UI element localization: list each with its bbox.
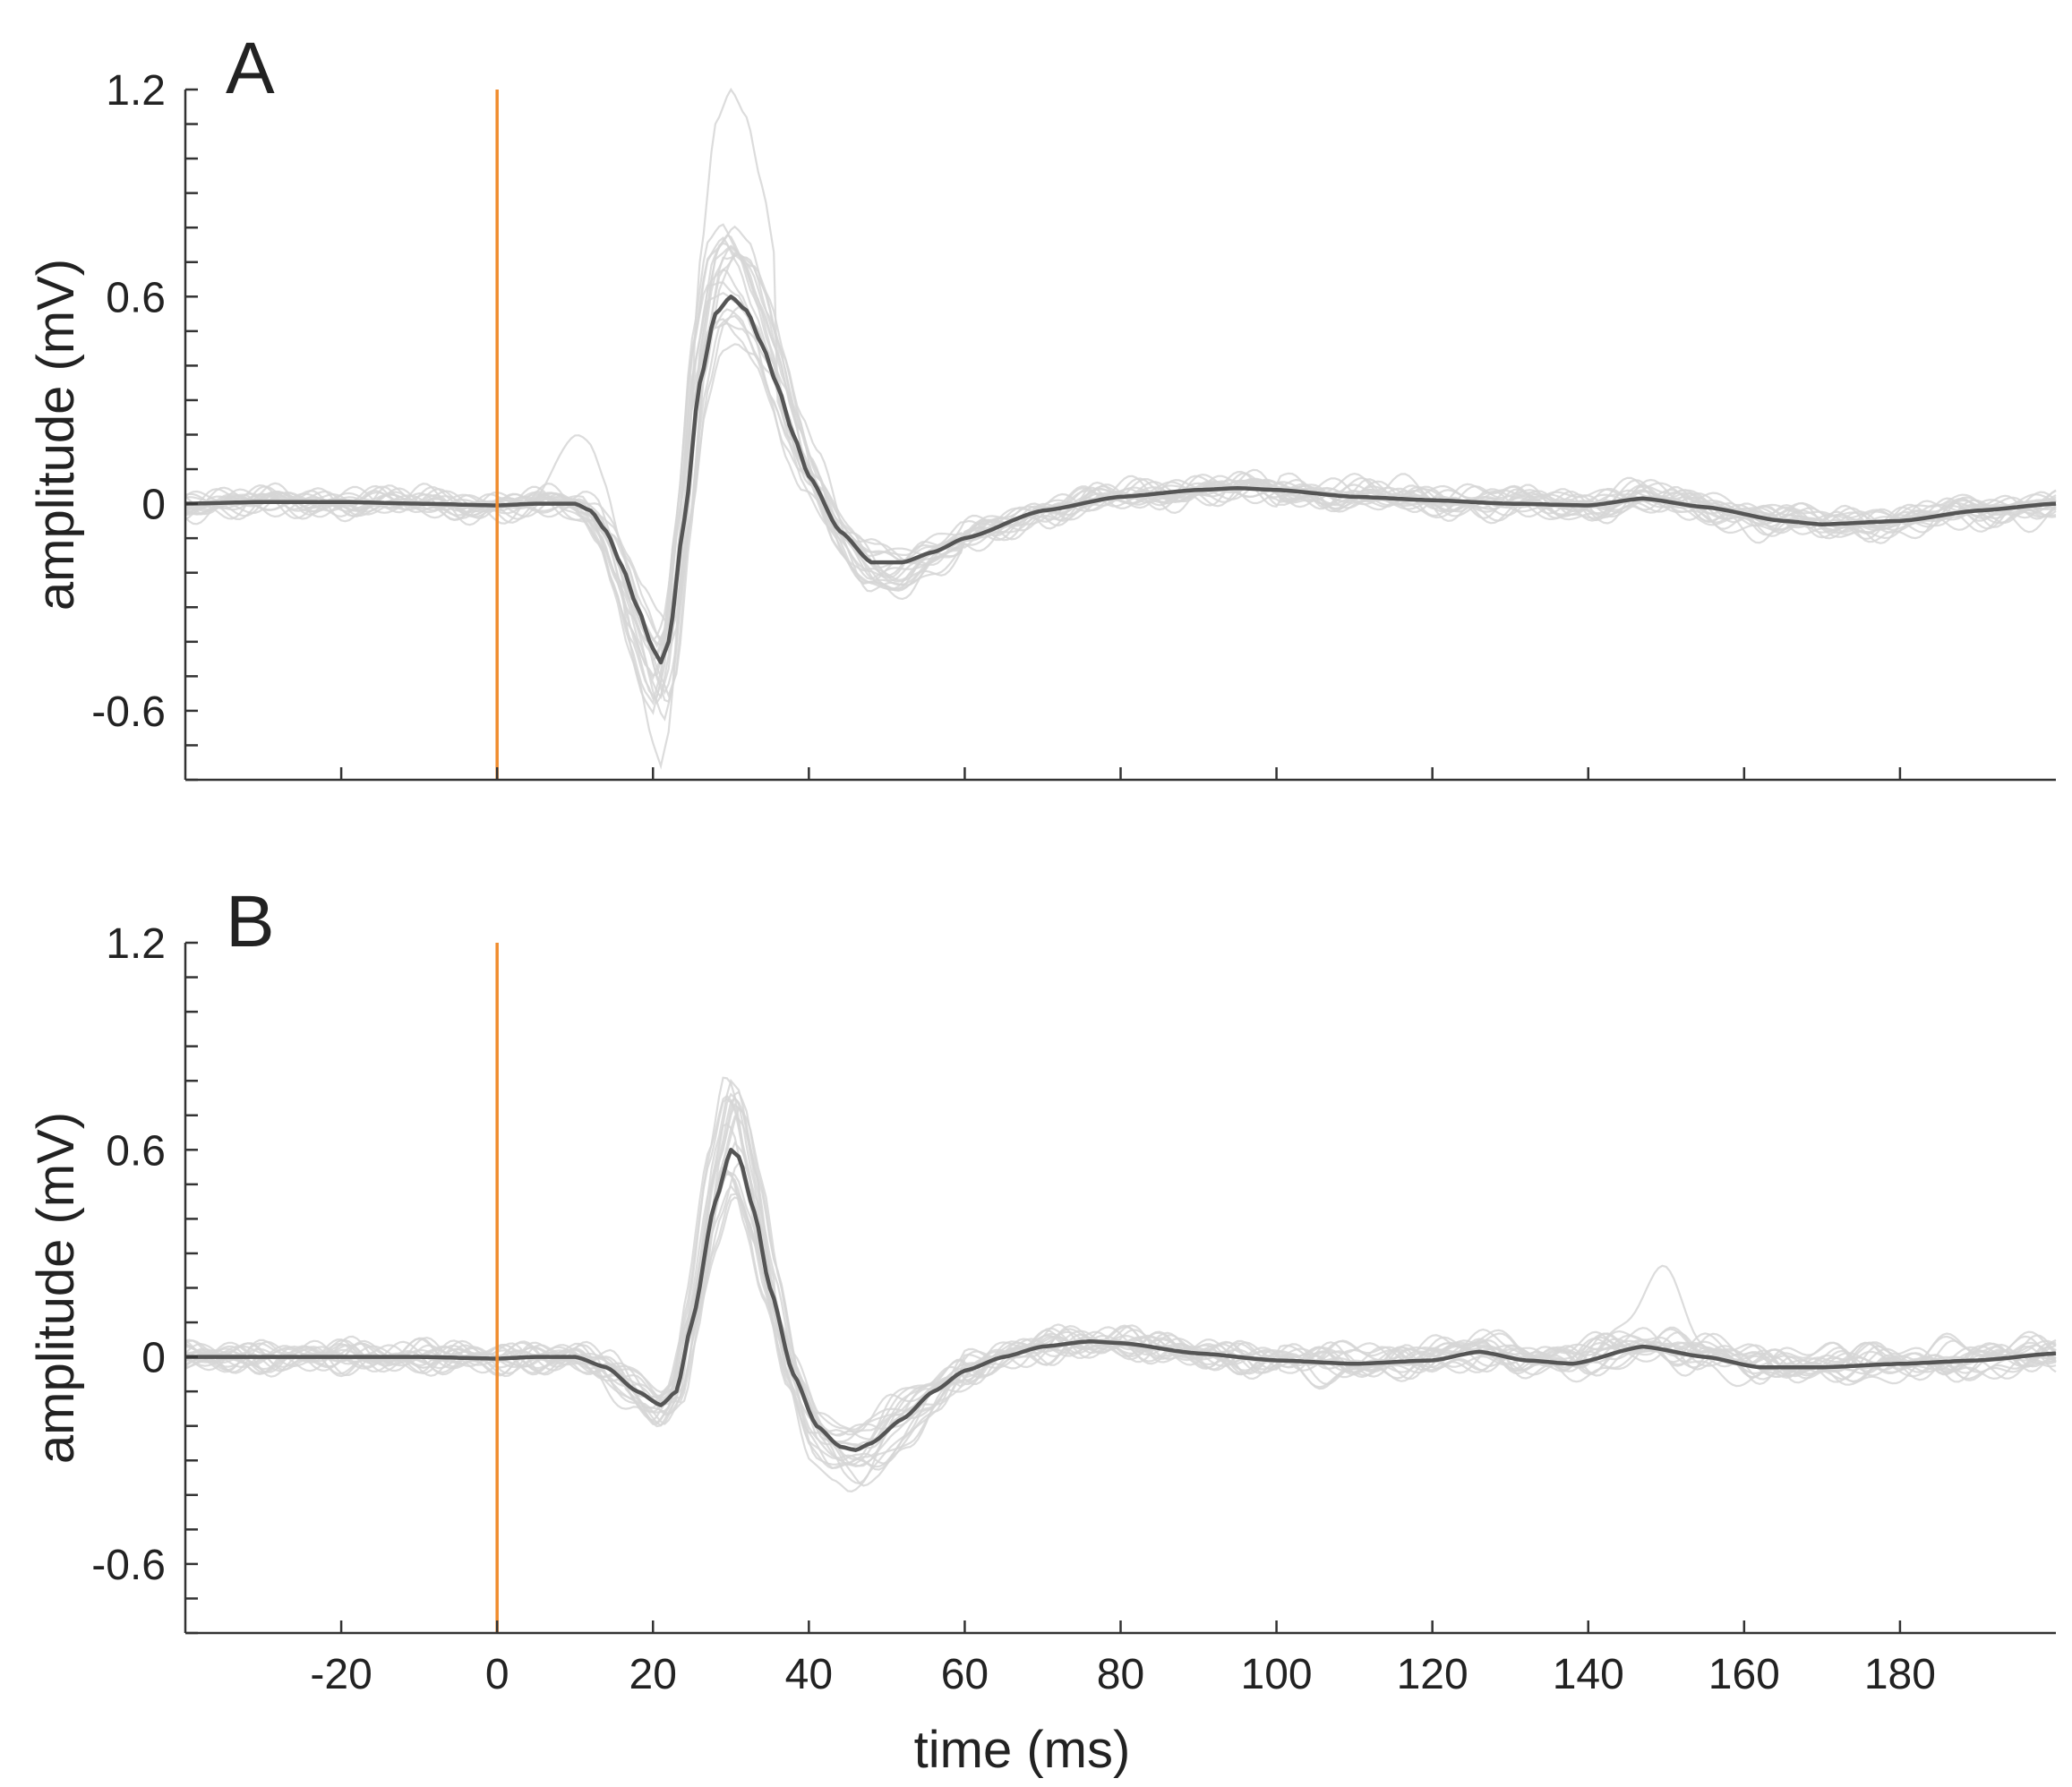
panel-b-trial-trace bbox=[184, 1170, 2057, 1443]
panel-a-label: A bbox=[226, 28, 275, 109]
panel-a-trial-traces bbox=[184, 87, 2057, 770]
panel-b-x-tick-label: 120 bbox=[1397, 1651, 1468, 1698]
panel-b-x-tick-label: 20 bbox=[629, 1651, 677, 1698]
panel-b-trial-trace bbox=[184, 1103, 2057, 1465]
panel-b-trial-trace bbox=[184, 1107, 2057, 1467]
panel-a-trial-trace bbox=[184, 318, 2057, 642]
panel-a-y-tick-label: 1.2 bbox=[106, 67, 166, 115]
panel-a-trial-trace bbox=[184, 236, 2057, 705]
panel-a-trial-trace bbox=[184, 291, 2057, 663]
panel-b-trial-trace bbox=[184, 1078, 2057, 1449]
panel-a-trial-trace bbox=[184, 252, 2057, 704]
panel-a-trial-trace bbox=[184, 87, 2057, 646]
panel-b-x-tick-label: 80 bbox=[1097, 1651, 1144, 1698]
panel-b-y-tick-label: 0.6 bbox=[106, 1127, 166, 1175]
panel-a-trial-trace bbox=[184, 281, 2057, 680]
panel-b-x-axis-title: time (ms) bbox=[914, 1721, 1131, 1779]
panel-b-trial-trace bbox=[184, 1173, 2057, 1447]
panel-b-x-tick-label: 40 bbox=[785, 1651, 833, 1698]
panel-a-trial-trace bbox=[184, 252, 2057, 699]
panel-b-trial-trace bbox=[184, 1090, 2057, 1487]
panel-b-x-tick-label: 0 bbox=[485, 1651, 509, 1698]
panel-b-trial-trace bbox=[184, 1161, 2057, 1437]
panel-b-trial-trace bbox=[184, 1115, 2057, 1484]
panel-a-trial-trace bbox=[184, 223, 2057, 715]
panel-b-x-tick-label: 140 bbox=[1553, 1651, 1624, 1698]
panel-b-x-tick-label: 160 bbox=[1708, 1651, 1780, 1698]
panel-b-average-line bbox=[185, 1148, 2057, 1452]
panel-a-trial-trace bbox=[184, 305, 2057, 654]
panel-b-label: B bbox=[226, 881, 275, 962]
panel-b-trial-trace bbox=[184, 1092, 2057, 1468]
panel-a-trial-trace bbox=[184, 245, 2057, 700]
panel-b-x-tick-label: 100 bbox=[1241, 1651, 1313, 1698]
panel-a-average-line bbox=[184, 295, 2057, 665]
panel-b-x-tick-label: -20 bbox=[310, 1651, 372, 1698]
panel-a-y-axis-title: amplitude (mV) bbox=[27, 259, 85, 611]
panel-a-y-tick-label: 0 bbox=[141, 482, 166, 529]
panel-b-trial-trace bbox=[184, 1196, 2057, 1441]
panel-b-y-tick-label: 0 bbox=[141, 1335, 166, 1382]
panel-b-trial-trace bbox=[184, 1123, 2057, 1466]
panel-b: -0.6 0 0.6 1.2 -20 0 20 40 60 80 100 120 140 160 180 am… bbox=[27, 881, 2057, 1779]
panel-b-trial-trace bbox=[184, 1097, 2057, 1471]
panel-b-trial-trace bbox=[184, 1094, 2057, 1469]
panel-b-trial-trace bbox=[184, 1170, 2057, 1450]
panel-a-trial-trace bbox=[184, 242, 2057, 700]
panel-a-trial-trace bbox=[184, 234, 2057, 705]
panel-b-trial-trace bbox=[184, 1076, 2057, 1493]
panel-b-y-tick-label: 1.2 bbox=[106, 920, 166, 968]
panel-a-y-tick-label: -0.6 bbox=[91, 688, 166, 736]
panel-a-trial-trace bbox=[184, 225, 2057, 722]
panel-b-x-tick-label: 180 bbox=[1864, 1651, 1936, 1698]
panel-a: -0.6 0 0.6 1.2 amplitude (mV) A bbox=[27, 28, 2057, 782]
panel-b-trial-trace bbox=[184, 1184, 2057, 1431]
panel-b-x-tick-label: 60 bbox=[941, 1651, 989, 1698]
panel-b-trial-trace bbox=[184, 1193, 2057, 1436]
panel-a-trial-trace bbox=[184, 252, 2057, 696]
panel-b-trial-trace bbox=[184, 1167, 2057, 1436]
panel-a-trial-trace bbox=[184, 321, 2057, 649]
panel-b-y-axis-title: amplitude (mV) bbox=[27, 1112, 85, 1464]
panel-b-trial-trace bbox=[184, 1098, 2057, 1470]
panel-a-trial-trace bbox=[184, 269, 2057, 677]
panel-b-trial-traces bbox=[184, 1076, 2057, 1493]
panel-a-trial-trace bbox=[184, 314, 2057, 646]
panel-b-trial-trace bbox=[184, 1141, 2057, 1461]
panel-a-y-tick-label: 0.6 bbox=[106, 274, 166, 321]
panel-b-y-tick-label: -0.6 bbox=[91, 1542, 166, 1589]
